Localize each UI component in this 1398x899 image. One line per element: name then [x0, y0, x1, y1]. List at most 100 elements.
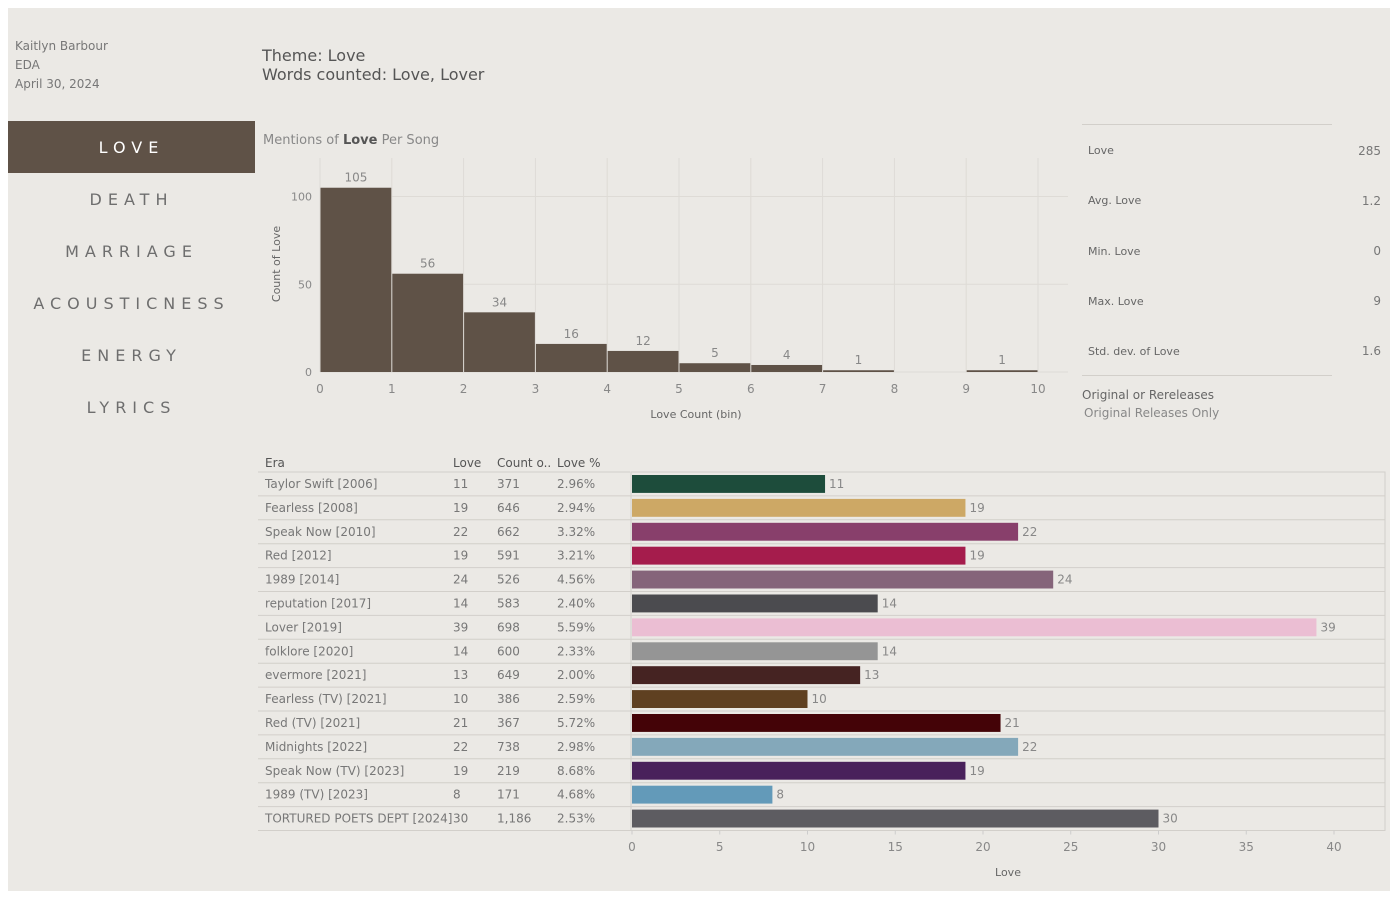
hist-bar-label: 56 — [420, 257, 435, 271]
era-bar — [632, 570, 1054, 589]
stat-label-min: Min. Love — [1088, 245, 1141, 258]
table-cell-era: TORTURED POETS DEPT [2024] — [264, 812, 452, 826]
nav-death[interactable]: DEATH — [89, 189, 174, 209]
era-bar-label: 22 — [1022, 740, 1037, 754]
stat-value-avg: 1.2 — [1361, 194, 1381, 208]
table-cell-pct: 2.59% — [557, 692, 595, 706]
theme-title: Theme: Love — [262, 46, 366, 65]
nav-energy[interactable]: ENERGY — [81, 345, 182, 365]
era-bar — [632, 618, 1317, 637]
hist-bar-label: 12 — [635, 334, 650, 348]
nav-love[interactable]: LOVE — [8, 121, 255, 173]
table-cell-era: Speak Now (TV) [2023] — [265, 764, 404, 778]
era-bar — [632, 594, 878, 613]
hist-bar — [464, 312, 535, 372]
author-name: Kaitlyn Barbour — [15, 39, 108, 53]
hist-bar-label: 5 — [711, 346, 719, 360]
filter-title: Original or Rereleases — [1082, 388, 1215, 402]
table-header-love[interactable]: Love — [453, 456, 482, 470]
table-header-era[interactable]: Era — [265, 456, 285, 470]
stat-label-sum: Love — [1088, 144, 1114, 157]
hist-bar-label: 34 — [492, 295, 507, 309]
table-cell-era: folklore [2020] — [265, 644, 353, 658]
table-cell-count: 698 — [497, 620, 520, 634]
era-bar — [632, 809, 1159, 828]
hist-xtick: 8 — [891, 382, 899, 396]
hist-xtick: 1 — [388, 382, 396, 396]
table-cell-love: 8 — [453, 788, 461, 802]
table-cell-love: 22 — [453, 740, 468, 754]
hist-bar — [535, 343, 607, 372]
table-cell-pct: 5.72% — [557, 716, 595, 730]
era-bar-label: 21 — [1005, 716, 1020, 730]
hist-bar-label: 1 — [998, 353, 1006, 367]
table-cell-era: Speak Now [2010] — [265, 525, 376, 539]
hist-bar-label: 16 — [564, 327, 579, 341]
era-bar-label: 30 — [1163, 812, 1178, 826]
nav-marriage[interactable]: MARRIAGE — [65, 241, 198, 261]
hist-ytick: 100 — [291, 191, 312, 204]
stat-label-avg: Avg. Love — [1088, 194, 1142, 207]
table-cell-era: Red (TV) [2021] — [265, 716, 360, 730]
table-cell-era: reputation [2017] — [265, 596, 371, 610]
table-cell-era: Fearless (TV) [2021] — [265, 692, 387, 706]
table-cell-era: 1989 (TV) [2023] — [265, 788, 368, 802]
table-cell-era: Midnights [2022] — [265, 740, 367, 754]
table-cell-pct: 2.40% — [557, 596, 595, 610]
era-bar-label: 8 — [776, 788, 784, 802]
table-cell-love: 21 — [453, 716, 468, 730]
hist-ylabel: Count of Love — [270, 226, 283, 302]
hist-xtick: 4 — [603, 382, 611, 396]
table-cell-pct: 4.68% — [557, 788, 595, 802]
stat-value-min: 0 — [1373, 244, 1381, 258]
era-xtick: 30 — [1151, 840, 1166, 854]
table-cell-count: 591 — [497, 549, 520, 563]
era-bar-label: 14 — [882, 644, 897, 658]
era-xtick: 15 — [888, 840, 903, 854]
nav-lyrics[interactable]: LYRICS — [86, 397, 177, 417]
table-header-count[interactable]: Count o.. — [497, 456, 552, 470]
era-xtick: 25 — [1063, 840, 1078, 854]
era-bar — [632, 690, 808, 708]
table-cell-count: 646 — [497, 501, 520, 515]
table-cell-pct: 8.68% — [557, 764, 595, 778]
date-label: April 30, 2024 — [15, 77, 100, 91]
hist-xlabel: Love Count (bin) — [650, 408, 741, 421]
table-cell-count: 171 — [497, 788, 520, 802]
table-cell-pct: 3.21% — [557, 549, 595, 563]
table-cell-count: 371 — [497, 477, 520, 491]
era-bar-label: 11 — [829, 477, 844, 491]
hist-bar-label: 105 — [344, 171, 367, 185]
era-bar-label: 14 — [882, 596, 897, 610]
era-bar — [632, 642, 878, 661]
hist-ytick: 50 — [298, 278, 312, 291]
table-cell-love: 13 — [453, 668, 468, 682]
course-label: EDA — [15, 58, 40, 72]
hist-bar-label: 1 — [855, 353, 863, 367]
nav-acousticness[interactable]: ACOUSTICNESS — [33, 293, 230, 313]
filter-value[interactable]: Original Releases Only — [1084, 406, 1220, 420]
table-cell-pct: 4.56% — [557, 573, 595, 587]
era-bar-label: 24 — [1057, 573, 1072, 587]
stats-top-rule — [1082, 124, 1332, 125]
table-cell-love: 19 — [453, 549, 468, 563]
table-cell-love: 19 — [453, 764, 468, 778]
era-bar-label: 39 — [1320, 620, 1335, 634]
hist-bar-label: 4 — [783, 348, 791, 362]
table-cell-love: 39 — [453, 620, 468, 634]
table-header-pct[interactable]: Love % — [557, 456, 601, 470]
table-cell-count: 219 — [497, 764, 520, 778]
hist-xtick: 5 — [675, 382, 683, 396]
era-bar — [632, 785, 773, 804]
era-xtick: 35 — [1239, 840, 1254, 854]
table-cell-pct: 3.32% — [557, 525, 595, 539]
table-cell-love: 14 — [453, 596, 468, 610]
era-bar — [632, 498, 966, 517]
table-cell-era: Fearless [2008] — [265, 501, 358, 515]
era-xtick: 5 — [716, 840, 724, 854]
stat-value-sum: 285 — [1358, 144, 1381, 158]
stat-label-stddev: Std. dev. of Love — [1088, 345, 1180, 358]
hist-bar — [607, 350, 679, 372]
